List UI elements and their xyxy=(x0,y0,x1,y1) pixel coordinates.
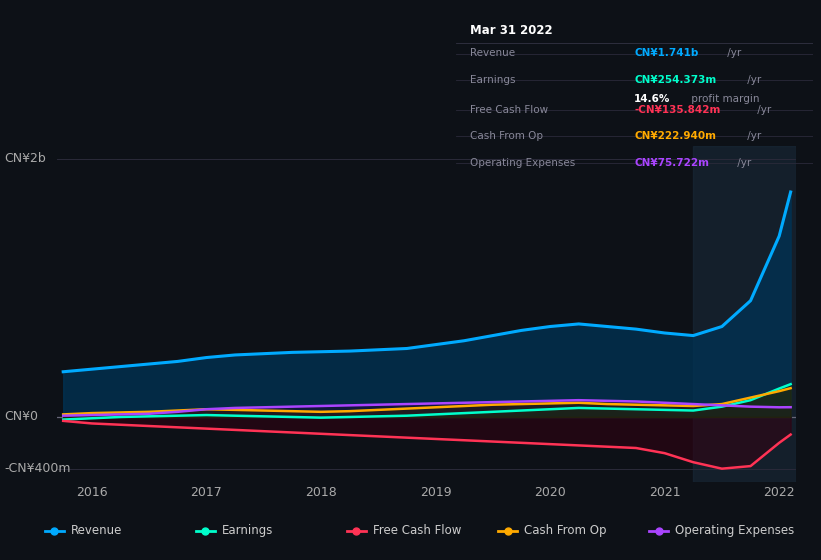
Text: Operating Expenses: Operating Expenses xyxy=(675,524,794,537)
Text: CN¥0: CN¥0 xyxy=(4,410,38,423)
Text: Free Cash Flow: Free Cash Flow xyxy=(373,524,461,537)
Text: /yr: /yr xyxy=(754,105,772,115)
Text: CN¥222.940m: CN¥222.940m xyxy=(635,131,716,141)
Text: profit margin: profit margin xyxy=(688,94,759,104)
Text: -CN¥400m: -CN¥400m xyxy=(4,462,71,475)
Text: /yr: /yr xyxy=(734,157,751,167)
Text: /yr: /yr xyxy=(744,74,761,85)
Text: Free Cash Flow: Free Cash Flow xyxy=(470,105,548,115)
Text: CN¥2b: CN¥2b xyxy=(4,152,46,165)
Text: Earnings: Earnings xyxy=(470,74,516,85)
Bar xyxy=(693,146,796,482)
Text: 14.6%: 14.6% xyxy=(635,94,671,104)
Text: Revenue: Revenue xyxy=(71,524,122,537)
Text: Revenue: Revenue xyxy=(470,48,515,58)
Text: Cash From Op: Cash From Op xyxy=(470,131,543,141)
Text: Operating Expenses: Operating Expenses xyxy=(470,157,576,167)
Text: CN¥254.373m: CN¥254.373m xyxy=(635,74,717,85)
Text: CN¥1.741b: CN¥1.741b xyxy=(635,48,699,58)
Text: /yr: /yr xyxy=(724,48,741,58)
Text: /yr: /yr xyxy=(744,131,761,141)
Text: Earnings: Earnings xyxy=(222,524,273,537)
Text: Mar 31 2022: Mar 31 2022 xyxy=(470,24,553,36)
Text: Cash From Op: Cash From Op xyxy=(524,524,606,537)
Text: CN¥75.722m: CN¥75.722m xyxy=(635,157,709,167)
Text: -CN¥135.842m: -CN¥135.842m xyxy=(635,105,721,115)
